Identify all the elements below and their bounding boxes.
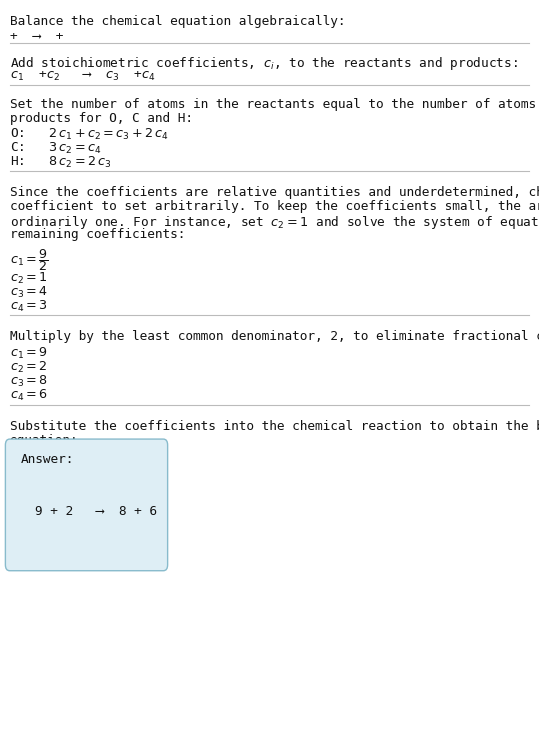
Text: 9 + 2   ⟶  8 + 6: 9 + 2 ⟶ 8 + 6 bbox=[35, 505, 157, 518]
Text: $c_1 = \dfrac{9}{2}$: $c_1 = \dfrac{9}{2}$ bbox=[10, 247, 49, 273]
Text: $c_1$  +$c_2$   ⟶  $c_3$  +$c_4$: $c_1$ +$c_2$ ⟶ $c_3$ +$c_4$ bbox=[10, 70, 155, 84]
Text: $c_3 = 4$: $c_3 = 4$ bbox=[10, 285, 47, 300]
Text: coefficient to set arbitrarily. To keep the coefficients small, the arbitrary va: coefficient to set arbitrarily. To keep … bbox=[10, 200, 539, 212]
Text: $c_2 = 2$: $c_2 = 2$ bbox=[10, 360, 47, 375]
Text: Balance the chemical equation algebraically:: Balance the chemical equation algebraica… bbox=[10, 15, 345, 28]
Text: $c_3 = 8$: $c_3 = 8$ bbox=[10, 374, 47, 389]
Text: $c_4 = 6$: $c_4 = 6$ bbox=[10, 388, 47, 403]
Text: equation:: equation: bbox=[10, 434, 78, 447]
Text: +  ⟶  +: + ⟶ + bbox=[10, 30, 63, 43]
Text: Substitute the coefficients into the chemical reaction to obtain the balanced: Substitute the coefficients into the che… bbox=[10, 420, 539, 432]
Text: remaining coefficients:: remaining coefficients: bbox=[10, 228, 185, 241]
Text: Multiply by the least common denominator, 2, to eliminate fractional coefficient: Multiply by the least common denominator… bbox=[10, 330, 539, 343]
FancyBboxPatch shape bbox=[5, 439, 168, 571]
Text: Since the coefficients are relative quantities and underdetermined, choose a: Since the coefficients are relative quan… bbox=[10, 186, 539, 198]
Text: products for O, C and H:: products for O, C and H: bbox=[10, 112, 193, 125]
Text: H:   $8\,c_2 = 2\,c_3$: H: $8\,c_2 = 2\,c_3$ bbox=[10, 155, 111, 170]
Text: $c_2 = 1$: $c_2 = 1$ bbox=[10, 271, 47, 286]
Text: C:   $3\,c_2 = c_4$: C: $3\,c_2 = c_4$ bbox=[10, 141, 101, 156]
Text: ordinarily one. For instance, set $c_2 = 1$ and solve the system of equations fo: ordinarily one. For instance, set $c_2 =… bbox=[10, 214, 539, 231]
Text: Add stoichiometric coefficients, $c_i$, to the reactants and products:: Add stoichiometric coefficients, $c_i$, … bbox=[10, 55, 517, 73]
Text: $c_1 = 9$: $c_1 = 9$ bbox=[10, 346, 47, 361]
Text: O:   $2\,c_1 + c_2 = c_3 + 2\,c_4$: O: $2\,c_1 + c_2 = c_3 + 2\,c_4$ bbox=[10, 126, 169, 141]
Text: $c_4 = 3$: $c_4 = 3$ bbox=[10, 299, 47, 314]
Text: Answer:: Answer: bbox=[20, 453, 74, 465]
Text: Set the number of atoms in the reactants equal to the number of atoms in the: Set the number of atoms in the reactants… bbox=[10, 98, 539, 111]
